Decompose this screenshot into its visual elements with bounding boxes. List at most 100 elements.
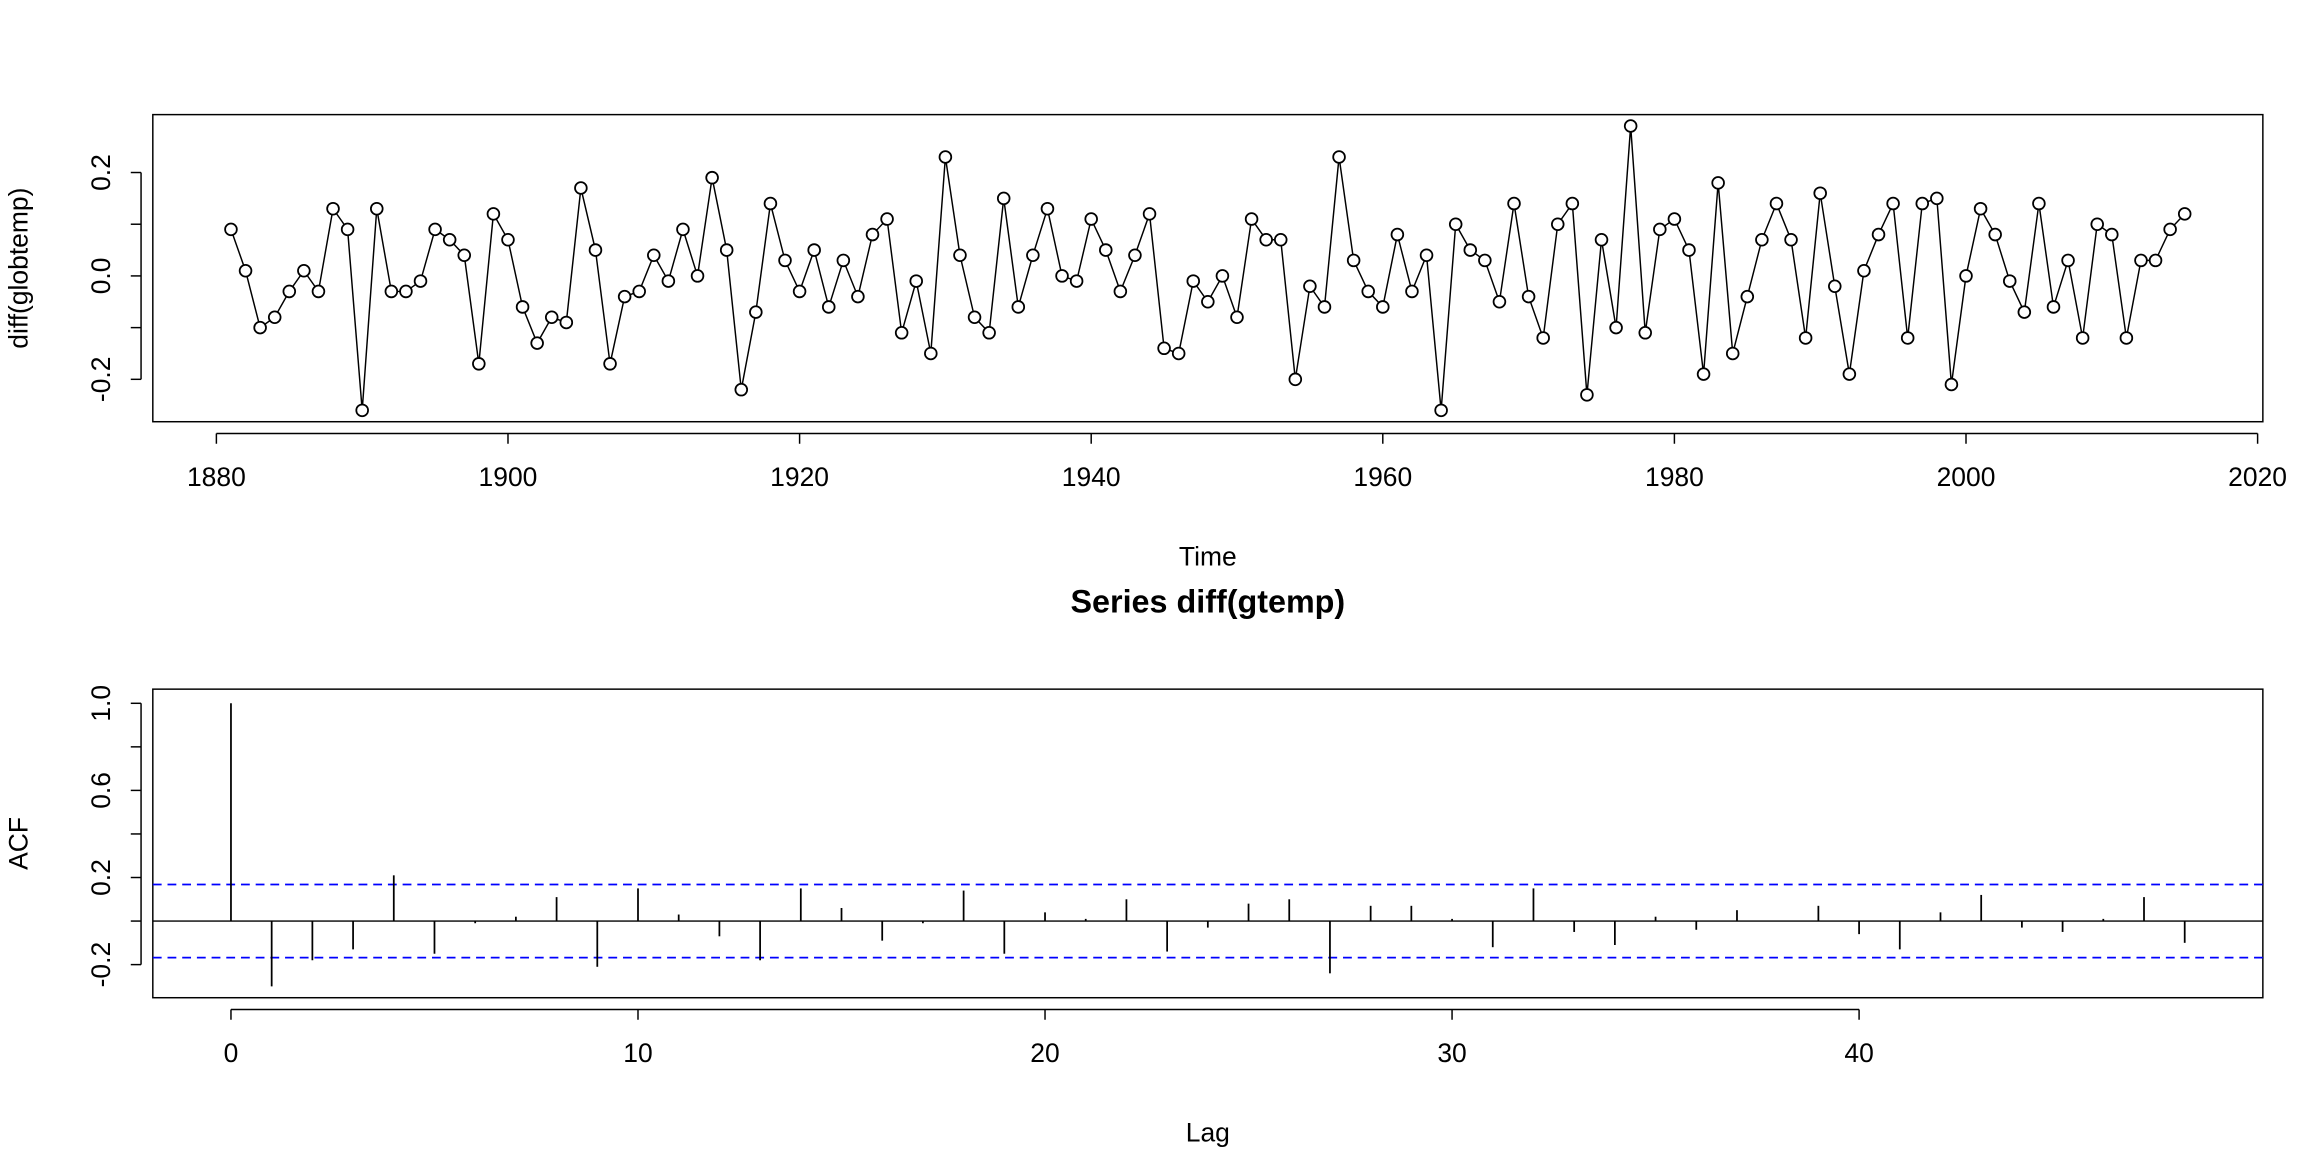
x-tick-label: 30 [1437, 1038, 1466, 1068]
data-point [1011, 300, 1026, 314]
data-point [1069, 274, 1084, 288]
data-point [953, 248, 967, 262]
data-point [1959, 269, 1973, 283]
data-point [224, 222, 238, 237]
data-point [1871, 227, 1886, 242]
data-point [574, 181, 588, 195]
data-point [2046, 300, 2061, 314]
data-point [851, 289, 865, 304]
data-point [384, 284, 399, 299]
data-point [705, 170, 719, 185]
data-point [1201, 295, 1215, 309]
data-point [370, 201, 384, 216]
data-point [778, 253, 792, 268]
plot-frame [152, 113, 2264, 423]
data-point [821, 300, 836, 314]
data-point [1507, 196, 1521, 211]
x-tick-label: 1880 [187, 462, 246, 492]
data-point [880, 212, 894, 226]
data-point [1609, 320, 1623, 335]
data-point [1040, 201, 1055, 216]
y-tick-label: 0.0 [86, 258, 116, 295]
y-tick-label: -0.2 [86, 942, 116, 988]
data-point [1580, 388, 1594, 402]
data-point [1332, 150, 1346, 164]
data-point [1755, 232, 1769, 247]
data-point [2017, 305, 2032, 319]
data-point [909, 274, 923, 288]
data-point [2061, 253, 2075, 268]
data-point [661, 274, 676, 288]
data-point [501, 232, 515, 247]
data-point [1171, 346, 1186, 361]
data-point [1944, 377, 1959, 392]
data-point [1740, 289, 1755, 304]
data-point [1215, 269, 1230, 283]
data-point [1288, 372, 1303, 387]
data-point [1113, 284, 1128, 299]
data-point [1828, 279, 1842, 294]
data-point [1405, 284, 1419, 299]
data-point [282, 284, 297, 299]
data-point [1230, 310, 1244, 325]
data-point [734, 382, 749, 397]
data-point [1857, 263, 1871, 278]
data-point [2163, 222, 2177, 237]
data-point [1128, 248, 1142, 262]
data-point [559, 315, 574, 330]
y-tick-label: 1.0 [86, 685, 116, 722]
data-point [1623, 119, 1638, 133]
data-point [442, 232, 457, 247]
data-point [457, 248, 472, 262]
data-point [253, 320, 267, 335]
data-point [632, 284, 646, 299]
data-point [1784, 232, 1798, 247]
x-tick-label: 0 [224, 1038, 239, 1068]
data-point [1842, 367, 1857, 381]
data-point [486, 207, 501, 221]
data-point [1536, 331, 1550, 345]
data-point [238, 263, 253, 278]
data-point [603, 357, 617, 371]
x-tick-label: 2020 [2228, 462, 2287, 492]
data-point [1376, 300, 1390, 314]
data-point [1361, 284, 1375, 299]
data-point [1317, 300, 1332, 314]
data-point [1492, 295, 1507, 309]
x-tick-label: 1940 [1062, 462, 1121, 492]
data-point [967, 310, 982, 325]
data-point [1638, 326, 1653, 340]
data-point [894, 326, 909, 340]
data-point [530, 336, 544, 350]
x-tick-label: 2000 [1937, 462, 1996, 492]
data-point [399, 284, 413, 299]
data-point [1813, 186, 1827, 200]
data-point [1273, 232, 1288, 247]
data-point [1244, 212, 1259, 226]
data-point [719, 243, 734, 257]
data-point [2075, 331, 2090, 345]
data-point [1463, 243, 1478, 257]
data-point [2090, 217, 2104, 231]
data-point [267, 310, 282, 325]
data-point [326, 201, 340, 216]
y-tick-label: 0.2 [86, 859, 116, 896]
data-point [1988, 227, 2002, 242]
data-point [1099, 243, 1113, 257]
data-point [647, 248, 661, 262]
data-point [1696, 367, 1711, 381]
data-point [1565, 196, 1580, 211]
data-point [996, 191, 1011, 206]
data-point [924, 346, 938, 361]
data-point [982, 326, 996, 340]
data-point [1434, 403, 1448, 418]
data-point [792, 284, 807, 299]
data-point [1478, 253, 1492, 268]
data-point [2032, 196, 2046, 211]
data-point [2134, 253, 2148, 268]
data-point [1886, 196, 1900, 211]
data-point [1142, 207, 1157, 221]
y-axis-label: ACF [4, 817, 34, 870]
y-tick-label: 0.6 [86, 772, 116, 809]
